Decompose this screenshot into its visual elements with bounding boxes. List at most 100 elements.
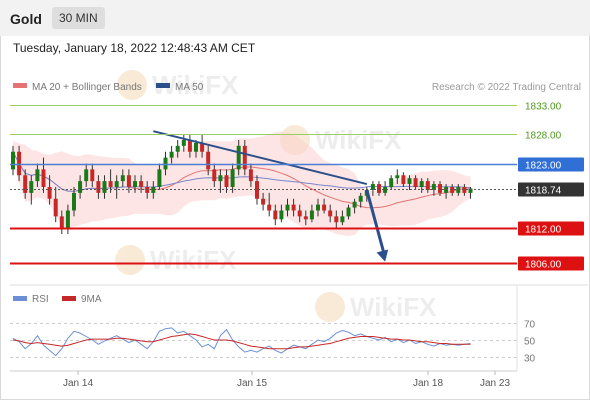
level-label: 1806.00 xyxy=(525,260,562,271)
candle xyxy=(401,172,406,187)
candle-body xyxy=(248,169,253,182)
level-label: 1833.00 xyxy=(525,102,562,113)
candle-body xyxy=(383,187,388,193)
candle xyxy=(114,175,119,199)
rsi-plot: 30 50 70 xyxy=(10,320,536,365)
candle xyxy=(194,140,198,158)
candle xyxy=(322,198,327,214)
price-legend: MA 20 + Bollinger Bands MA 50 xyxy=(13,82,204,93)
candle xyxy=(224,169,229,193)
candle-body xyxy=(261,198,266,205)
candle xyxy=(438,181,442,196)
candle-body xyxy=(72,192,76,211)
candle-body xyxy=(340,216,345,223)
ma50-line xyxy=(12,151,471,192)
candle-body xyxy=(450,187,455,193)
candle xyxy=(139,175,144,193)
candle-body xyxy=(59,216,64,229)
candle xyxy=(285,198,290,217)
candle-body xyxy=(462,187,467,193)
price-plot xyxy=(11,130,473,262)
candle xyxy=(206,145,211,176)
candle xyxy=(84,163,89,187)
candle xyxy=(358,192,363,208)
candle xyxy=(236,140,241,176)
candle xyxy=(407,175,412,190)
candle-body xyxy=(163,157,168,170)
candle-body xyxy=(218,175,223,182)
legend-label-rsi: RSI xyxy=(32,294,49,305)
candle-body xyxy=(23,175,28,193)
candle-body xyxy=(133,181,137,187)
candle-body xyxy=(187,140,192,152)
level-label: 1828.00 xyxy=(525,131,562,142)
candle-body xyxy=(395,175,400,179)
candle xyxy=(78,175,83,199)
candle-body xyxy=(328,210,333,217)
candle xyxy=(309,204,314,223)
candle xyxy=(175,140,180,158)
x-tick-label: Jan 23 xyxy=(480,378,510,389)
candle xyxy=(261,192,266,211)
source-note: Research © 2022 Trading Central xyxy=(432,82,581,93)
candle-body xyxy=(114,181,119,187)
candle-body xyxy=(29,181,34,193)
candle-body xyxy=(438,184,442,193)
level-badge xyxy=(518,157,584,172)
level-label: 1823.00 xyxy=(525,161,562,172)
candle-body xyxy=(279,210,284,220)
candle-body xyxy=(236,145,241,170)
legend-label-9ma: 9MA xyxy=(81,294,102,305)
legend-swatch-ma50 xyxy=(156,83,170,88)
candle xyxy=(11,145,15,176)
level-label: 1812.00 xyxy=(525,225,562,236)
candle-body xyxy=(200,142,205,152)
candle-body xyxy=(273,210,278,220)
candle xyxy=(346,204,351,220)
level-badge xyxy=(518,221,584,236)
report-timestamp: Tuesday, January 18, 2022 12:48:43 AM CE… xyxy=(13,41,256,55)
candle-body xyxy=(35,169,40,182)
candle xyxy=(212,163,217,187)
candle xyxy=(23,169,28,199)
candle-body xyxy=(108,181,113,187)
candle-body xyxy=(431,184,436,190)
candle xyxy=(340,210,345,226)
legend-label-ma50: MA 50 xyxy=(175,82,204,93)
candle xyxy=(163,151,168,176)
watermark: WikiFX xyxy=(115,245,237,275)
candle-body xyxy=(334,216,339,223)
candle xyxy=(169,145,174,164)
projection-arrow-shaft xyxy=(365,189,387,259)
candle-body xyxy=(322,204,327,211)
candle xyxy=(151,181,156,199)
candle xyxy=(47,175,52,205)
rsi-tick-label: 30 xyxy=(524,354,536,365)
rsi-line xyxy=(12,327,471,357)
candle-body xyxy=(151,187,156,193)
rsi-tick-label: 70 xyxy=(524,320,536,331)
candle-body xyxy=(175,145,180,152)
candle-body xyxy=(407,178,412,185)
candle xyxy=(425,178,430,193)
timeframe-badge[interactable]: 30 MIN xyxy=(52,7,105,29)
candle-body xyxy=(303,216,308,220)
candle xyxy=(187,134,192,158)
candle-body xyxy=(358,195,363,202)
watermark-logo-icon xyxy=(315,292,345,322)
candle-body xyxy=(352,201,357,208)
watermark-text: WikiFX xyxy=(150,245,237,275)
candle-body xyxy=(53,198,58,217)
projection-arrowhead xyxy=(376,249,389,262)
candle-body xyxy=(224,175,229,187)
candle-body xyxy=(309,210,314,220)
candle xyxy=(255,175,259,205)
level-badge xyxy=(518,182,584,197)
candle-body xyxy=(206,151,211,170)
candle-body xyxy=(413,178,418,187)
x-tick-label: Jan 14 xyxy=(63,378,93,389)
candle xyxy=(419,178,424,193)
rsi-legend: RSI 9MA xyxy=(13,294,102,305)
candle-body xyxy=(47,187,52,199)
